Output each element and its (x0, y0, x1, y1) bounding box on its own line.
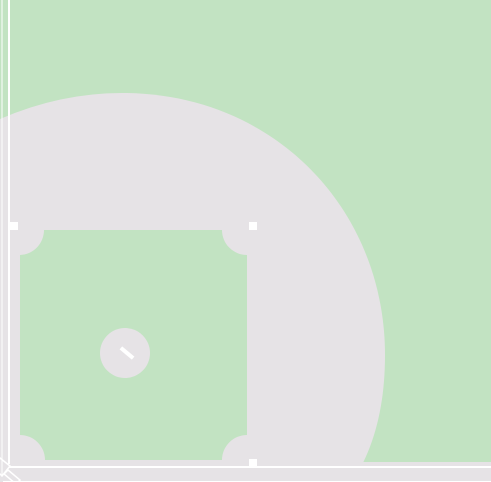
home-plate-icon[interactable] (0, 457, 22, 482)
pitchers-rubber-icon (119, 346, 135, 360)
third-base-icon[interactable] (10, 222, 18, 230)
baseline-dirt-strip (0, 462, 491, 482)
first-base-icon[interactable] (249, 459, 257, 467)
second-base-icon[interactable] (249, 222, 257, 230)
